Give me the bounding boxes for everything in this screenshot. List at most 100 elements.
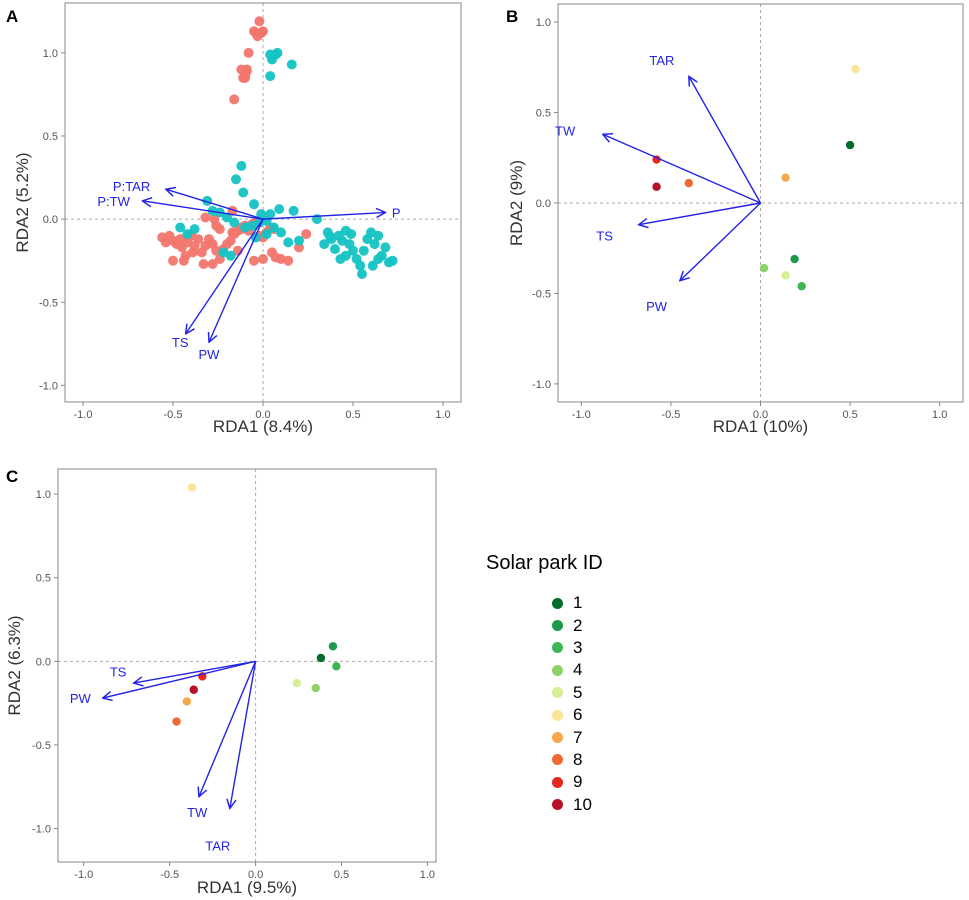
legend-item: 9: [552, 771, 592, 793]
legend-label: 8: [573, 749, 583, 769]
data-point: [249, 199, 259, 210]
y-axis-label: RDA2 (6.3%): [5, 615, 24, 715]
data-point: [851, 64, 860, 74]
data-point: [294, 235, 304, 246]
legend-label: 1: [573, 593, 583, 613]
legend-label: 3: [573, 637, 583, 657]
data-point: [358, 245, 369, 256]
data-point: [652, 182, 661, 191]
data-point: [249, 255, 259, 266]
x-tick-label: 0.5: [345, 409, 360, 421]
arrow-label: PW: [646, 299, 668, 314]
x-tick-label: 0.0: [753, 409, 768, 421]
legend-swatch: [552, 709, 563, 721]
data-point: [229, 94, 240, 105]
biplot-arrow: [230, 661, 257, 808]
y-tick-label: 1.0: [36, 489, 51, 501]
data-point: [187, 483, 197, 492]
data-point: [283, 255, 294, 266]
arrow-label: PW: [199, 347, 221, 362]
legend-item: 7: [552, 726, 592, 748]
data-point: [346, 229, 357, 240]
data-point: [288, 205, 299, 216]
x-tick-label: -0.5: [160, 869, 179, 881]
legend-item: 4: [552, 659, 592, 681]
legend-item: 2: [552, 614, 592, 636]
panel-b: -1.0 -0.5 0.0 0.5 1.0 -1.0 -0.5 0.0 0.5 1.0 RDA1 (…: [506, 3, 964, 436]
data-point: [292, 678, 302, 688]
legend-label: 6: [573, 705, 583, 725]
x-tick-label: 0.0: [255, 409, 270, 421]
data-point: [189, 224, 200, 235]
biplot-arrow: [142, 201, 264, 220]
legend-title: Solar park ID: [486, 552, 603, 574]
data-point: [781, 173, 790, 182]
data-point: [759, 263, 769, 273]
data-point: [225, 250, 236, 261]
data-point: [355, 260, 366, 271]
x-axis-label: RDA1 (9.5%): [197, 878, 297, 897]
x-tick-label: 1.0: [420, 869, 435, 881]
legend-swatch: [552, 732, 563, 744]
x-axis-label: RDA1 (10%): [713, 417, 808, 436]
data-point: [328, 642, 338, 651]
data-point: [182, 229, 193, 240]
arrow-label: TS: [596, 229, 613, 244]
arrow-label: P:TAR: [113, 179, 150, 194]
data-point: [357, 268, 367, 279]
data-point: [193, 234, 204, 245]
arrow-label: PW: [70, 691, 92, 706]
data-point: [241, 66, 252, 77]
data-point: [207, 259, 218, 270]
data-point: [254, 16, 265, 27]
y-tick-label: 0.0: [43, 214, 58, 226]
data-point: [286, 59, 297, 70]
y-tick-label: 1.0: [536, 17, 551, 29]
data-point: [348, 245, 358, 256]
data-point: [258, 254, 268, 265]
data-point: [332, 662, 341, 671]
data-point: [182, 697, 192, 706]
biplot-arrow: [680, 202, 761, 281]
legend-label: 2: [573, 615, 583, 635]
legend-list: 1 2 3 4 5 6 7 8 9 10: [552, 592, 592, 816]
y-tick-label: 0.5: [43, 131, 58, 143]
legend-swatch: [552, 799, 563, 811]
data-point: [238, 187, 249, 198]
legend-label: 10: [573, 794, 592, 814]
panel-a: -1.0 -0.5 0.0 0.5 1.0 -1.0 -0.5 0.0 0.5 1.0 RDA1 (…: [6, 2, 462, 436]
x-tick-label: 1.0: [932, 409, 947, 421]
y-axis-label: RDA2 (9%): [507, 160, 526, 246]
data-point: [175, 222, 186, 233]
legend-label: 4: [573, 660, 583, 680]
data-point: [168, 255, 178, 266]
data-point: [797, 282, 806, 291]
x-tick-label: 0.0: [248, 869, 263, 881]
legend: Solar park ID 1 2 3 4 5 6 7 8 9 10: [486, 552, 686, 832]
legend-item: 6: [552, 704, 592, 726]
data-point: [380, 242, 391, 253]
data-point: [369, 239, 380, 250]
data-point: [684, 178, 694, 188]
data-point: [373, 230, 384, 241]
data-point: [845, 140, 855, 150]
data-point: [367, 260, 378, 271]
legend-label: 7: [573, 727, 583, 747]
biplot-arrow: [186, 218, 264, 334]
y-tick-label: 1.0: [43, 48, 58, 60]
data-point: [781, 271, 790, 280]
biplot-arrow: [199, 661, 257, 796]
data-point: [231, 174, 241, 185]
legend-item: 5: [552, 682, 592, 704]
panel-c: -1.0 -0.5 0.0 0.5 1.0 -1.0 -0.5 0.0 0.5 1.0 RDA1 (…: [5, 467, 437, 897]
data-point: [261, 229, 272, 240]
data-point: [243, 47, 254, 58]
data-point: [187, 247, 198, 258]
arrow-label: TW: [187, 805, 208, 820]
data-point: [265, 49, 276, 60]
data-point: [256, 209, 267, 220]
data-point: [268, 222, 279, 233]
data-point: [265, 71, 276, 82]
data-point: [236, 160, 247, 171]
y-tick-label: -1.0: [32, 824, 51, 836]
